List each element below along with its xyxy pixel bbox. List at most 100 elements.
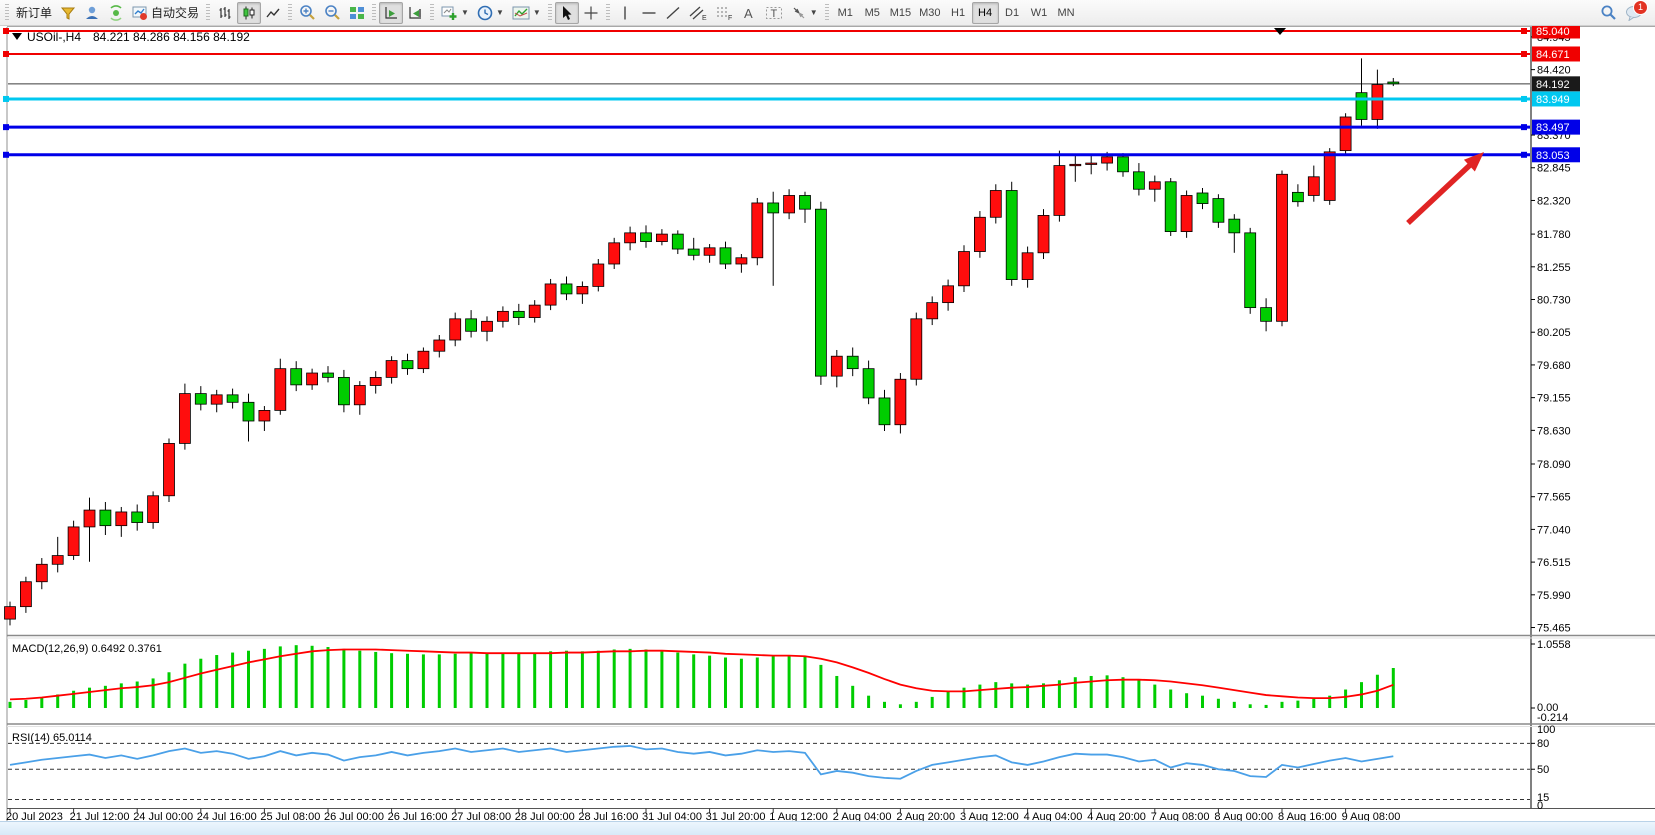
line-chart-button[interactable] — [261, 2, 285, 24]
horizontal-line-tool-button[interactable] — [637, 2, 661, 24]
timeframe-m30-button[interactable]: M30 — [915, 2, 944, 24]
candles-layer — [4, 58, 1400, 626]
notifications-button[interactable]: 1 — [1621, 0, 1648, 24]
hline-handle[interactable] — [3, 50, 9, 57]
price-axis: 84.94584.42083.37082.84582.32081.78081.2… — [1531, 32, 1571, 635]
gold-funnel-button[interactable] — [56, 2, 80, 24]
timeframe-m15-button[interactable]: M15 — [886, 2, 915, 24]
signal-button[interactable] — [104, 2, 128, 24]
hline-handle[interactable] — [3, 28, 9, 34]
toolbar-grip[interactable] — [5, 3, 9, 22]
timeframe-w1-button[interactable]: W1 — [1026, 2, 1053, 24]
svg-text:83.053: 83.053 — [1536, 150, 1570, 162]
svg-text:75.990: 75.990 — [1537, 590, 1571, 602]
time-label: 2 Aug 20:00 — [896, 811, 955, 823]
price-tag — [1532, 76, 1580, 92]
candle-up — [258, 410, 271, 422]
candle-up — [830, 355, 843, 377]
timeframe-h4-button[interactable]: H4 — [971, 1, 999, 24]
price-tags: 85.040 84.671 83.949 83.497 83.053 84.192 — [1532, 23, 1580, 163]
dropdown-caret-icon: ▼ — [532, 7, 541, 17]
zoom-out-icon — [325, 5, 340, 20]
hline-handle[interactable] — [1521, 124, 1527, 131]
hline-handle[interactable] — [3, 124, 9, 131]
zoom-out-button[interactable] — [320, 2, 345, 24]
fibonacci-tool-button[interactable]: F — [711, 2, 737, 24]
svg-text:-0.214: -0.214 — [1537, 712, 1568, 724]
auto-scroll-button[interactable] — [379, 1, 404, 24]
candle-down — [1164, 181, 1177, 233]
svg-text:T: T — [770, 8, 777, 20]
search-button[interactable] — [1596, 2, 1621, 24]
new-chart-button[interactable]: ▼ — [437, 2, 473, 24]
price-tag — [1532, 91, 1580, 107]
timeframe-mn-button[interactable]: MN — [1053, 2, 1080, 24]
time-label: 28 Jul 16:00 — [578, 811, 638, 823]
arrow-annotation[interactable] — [1406, 152, 1484, 226]
hline-objects[interactable] — [3, 28, 1530, 158]
equidistant-channel-tool-button[interactable]: E — [685, 2, 711, 24]
title-collapse-triangle-icon[interactable] — [12, 33, 22, 40]
candle-down — [1005, 190, 1018, 280]
macd-signal-line — [9, 648, 1394, 701]
arrows-tool-button[interactable]: ▼ — [787, 2, 822, 24]
timeframe-h1-button[interactable]: H1 — [945, 2, 972, 24]
toolbar-grip[interactable] — [288, 3, 293, 22]
hline-handle[interactable] — [3, 95, 9, 102]
hline-handle[interactable] — [1521, 151, 1527, 158]
chart-shift-icon — [409, 6, 422, 19]
text-label-tool-button[interactable]: T — [761, 2, 787, 24]
chart-shift-button[interactable] — [403, 2, 427, 24]
svg-text:82.320: 82.320 — [1537, 195, 1571, 207]
crosshair-tool-button[interactable] — [579, 2, 603, 24]
candle-down — [242, 401, 255, 422]
channel-icon: E — [689, 6, 707, 21]
toolbar-grip[interactable] — [605, 3, 610, 22]
dropdown-caret-icon: ▼ — [809, 7, 818, 17]
candle-down — [815, 208, 827, 377]
candle-up — [1307, 176, 1320, 196]
toolbar-grip[interactable] — [824, 3, 829, 22]
toolbar-grip[interactable] — [430, 3, 435, 22]
tile-windows-button[interactable] — [345, 2, 369, 24]
hline-handle[interactable] — [1521, 95, 1527, 102]
candle-down — [1196, 192, 1209, 204]
svg-text:15: 15 — [1537, 792, 1549, 804]
timeframe-m5-button[interactable]: M5 — [859, 2, 886, 24]
zoom-in-button[interactable] — [295, 2, 320, 24]
timeframe-d1-button[interactable]: D1 — [999, 2, 1026, 24]
timeframe-m1-button[interactable]: M1 — [832, 2, 859, 24]
new-order-button[interactable]: 新订单 — [12, 2, 56, 24]
text-tool-button[interactable]: A — [737, 2, 761, 24]
vertical-line-tool-button[interactable] — [613, 2, 637, 24]
bar-chart-icon — [219, 6, 231, 19]
line-drag-marker[interactable] — [1274, 28, 1286, 35]
toolbar-grip[interactable] — [372, 3, 377, 22]
bar-chart-button[interactable] — [213, 2, 237, 24]
hline-handle[interactable] — [3, 151, 9, 158]
candlestick-chart-button[interactable] — [237, 1, 262, 24]
candle-up — [433, 339, 446, 352]
templates-button[interactable]: ▼ — [508, 2, 545, 24]
candle-up — [751, 202, 764, 259]
candle-up — [353, 385, 366, 406]
toolbar-grip[interactable] — [547, 3, 552, 22]
text-a-icon: A — [744, 6, 753, 21]
periods-button[interactable]: ▼ — [473, 2, 508, 24]
candle-up — [274, 368, 287, 411]
autotrade-button[interactable]: 自动交易 — [128, 2, 203, 24]
hline-handle[interactable] — [1521, 50, 1527, 57]
time-label: 4 Aug 20:00 — [1087, 811, 1146, 823]
time-axis: 20 Jul 2023 21 Jul 12:00 24 Jul 00:00 24 Ju… — [6, 808, 1400, 823]
trendline-tool-button[interactable] — [661, 2, 685, 24]
candle-up — [306, 372, 319, 386]
candle-down — [1260, 307, 1272, 322]
candle-up — [576, 286, 589, 295]
time-label: 26 Jul 16:00 — [388, 811, 448, 823]
remote-account-button[interactable] — [80, 2, 104, 24]
hline-handle[interactable] — [1521, 28, 1527, 34]
candle-down — [290, 368, 303, 386]
toolbar-grip[interactable] — [206, 3, 211, 22]
cursor-tool-button[interactable] — [554, 1, 579, 24]
